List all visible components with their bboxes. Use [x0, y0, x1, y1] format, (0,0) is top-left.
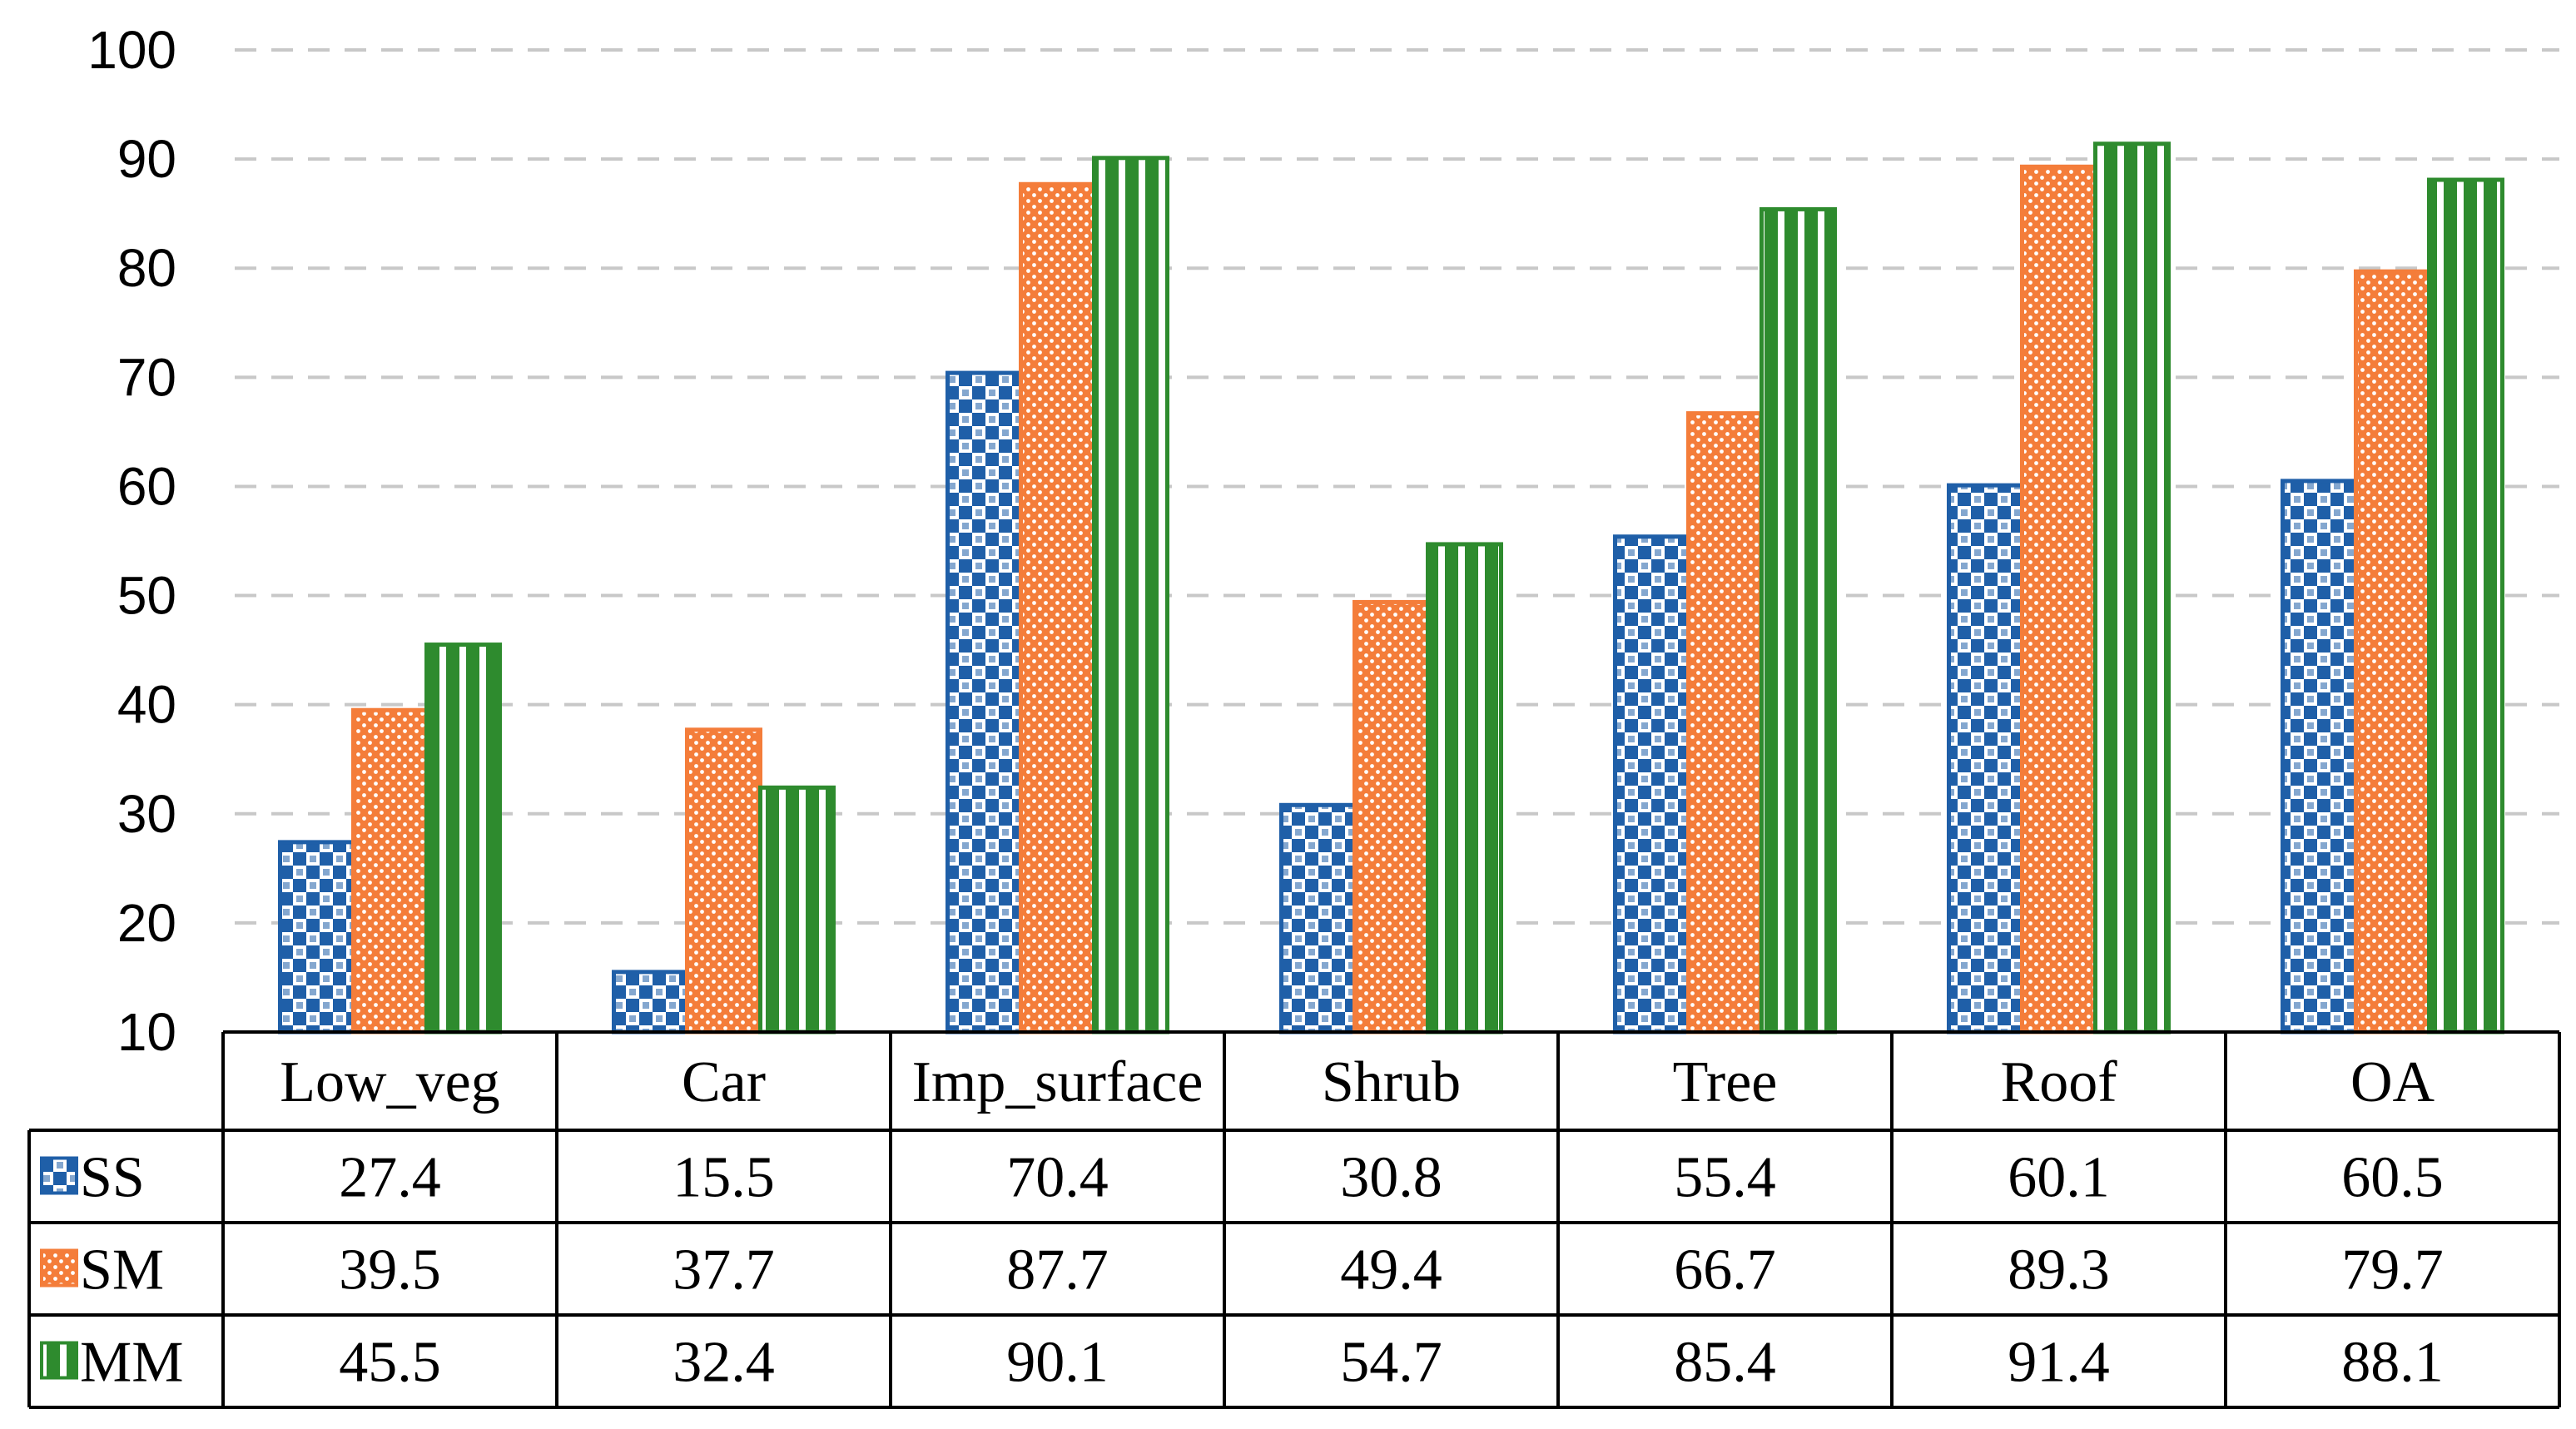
- bar-mm-tree: [1760, 206, 1837, 1035]
- bar-sm-roof: [2020, 164, 2097, 1035]
- category-label: Tree: [1673, 1050, 1778, 1114]
- bar-sm-car: [685, 727, 762, 1035]
- data-table-value: 60.5: [2341, 1146, 2444, 1210]
- y-tick-label: 40: [117, 675, 176, 735]
- bar-ss-low-veg: [278, 840, 355, 1035]
- legend-swatch-mm: [40, 1341, 78, 1380]
- legend-swatch-sm: [40, 1248, 78, 1288]
- category-label: Shrub: [1322, 1050, 1461, 1114]
- y-tick-label: 70: [117, 347, 176, 407]
- legend-label-mm: MM: [80, 1331, 183, 1395]
- data-table-value: 85.4: [1674, 1331, 1776, 1395]
- bar-mm-low-veg: [424, 643, 502, 1035]
- data-table-value: 30.8: [1340, 1146, 1442, 1210]
- legend-label-sm: SM: [80, 1238, 164, 1302]
- bar-mm-oa: [2427, 177, 2504, 1035]
- data-table-value: 15.5: [673, 1146, 775, 1210]
- data-table-value: 45.5: [339, 1331, 441, 1395]
- bar-ss-tree: [1613, 534, 1690, 1035]
- bar-mm-shrub: [1426, 542, 1503, 1035]
- bar-sm-shrub: [1353, 599, 1430, 1035]
- category-label: Roof: [2001, 1050, 2118, 1114]
- data-table-value: 60.1: [2008, 1146, 2110, 1210]
- bar-ss-imp-surface: [946, 370, 1023, 1035]
- data-table-value: 87.7: [1006, 1238, 1109, 1302]
- bar-sm-low-veg: [351, 707, 429, 1035]
- bar-mm-roof: [2093, 141, 2171, 1035]
- category-label: Imp_surface: [912, 1050, 1204, 1114]
- bar-ss-shrub: [1279, 802, 1357, 1035]
- bar-mm-car: [758, 785, 836, 1035]
- y-tick-label: 10: [117, 1002, 176, 1062]
- bar-ss-roof: [1947, 483, 2024, 1035]
- category-label: Low_veg: [280, 1050, 499, 1114]
- y-tick-label: 30: [117, 784, 176, 844]
- data-table-value: 39.5: [339, 1238, 441, 1302]
- data-table-value: 55.4: [1674, 1146, 1776, 1210]
- legend-swatch-ss: [40, 1156, 78, 1195]
- y-tick-label: 80: [117, 238, 176, 298]
- data-table-value: 91.4: [2008, 1331, 2110, 1395]
- bar-mm-imp-surface: [1092, 156, 1169, 1035]
- y-tick-label: 100: [87, 20, 176, 80]
- bar-sm-tree: [1686, 411, 1764, 1035]
- legend-label-ss: SS: [80, 1146, 145, 1210]
- data-table-value: 37.7: [673, 1238, 775, 1302]
- category-label: OA: [2350, 1050, 2435, 1114]
- data-table-value: 49.4: [1340, 1238, 1442, 1302]
- bar-ss-oa: [2281, 479, 2358, 1035]
- category-label: Car: [682, 1050, 766, 1114]
- bar-sm-oa: [2354, 269, 2431, 1035]
- y-tick-label: 50: [117, 566, 176, 626]
- y-tick-label: 20: [117, 893, 176, 953]
- y-tick-label: 60: [117, 456, 176, 516]
- bar-ss-car: [612, 970, 689, 1035]
- data-table-value: 66.7: [1674, 1238, 1776, 1302]
- data-table-value: 54.7: [1340, 1331, 1442, 1395]
- data-table-value: 79.7: [2341, 1238, 2444, 1302]
- data-table-value: 70.4: [1006, 1146, 1109, 1210]
- data-table-value: 90.1: [1006, 1331, 1109, 1395]
- data-table-value: 32.4: [673, 1331, 775, 1395]
- bar-sm-imp-surface: [1019, 181, 1096, 1035]
- data-table-value: 27.4: [339, 1146, 441, 1210]
- y-tick-label: 90: [117, 129, 176, 189]
- data-table-value: 89.3: [2008, 1238, 2110, 1302]
- data-table-value: 88.1: [2341, 1331, 2444, 1395]
